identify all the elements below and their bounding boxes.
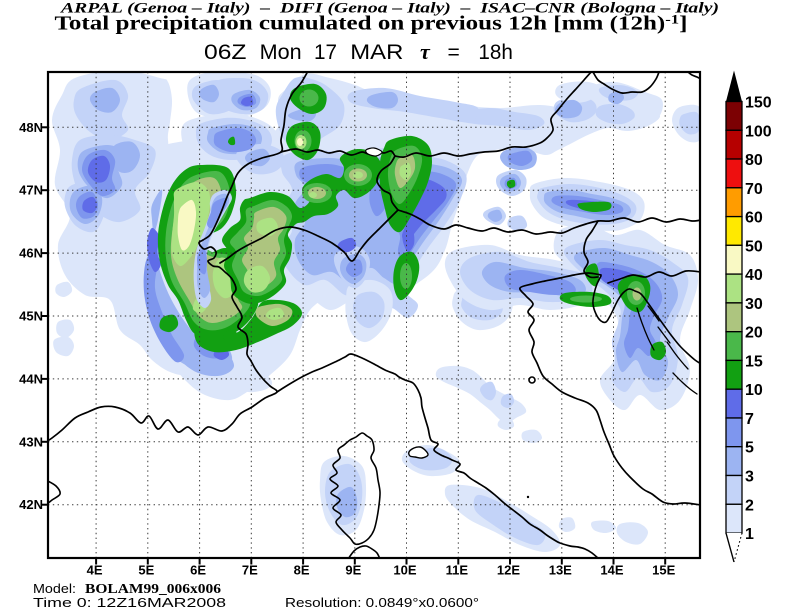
- svg-text:17: 17: [314, 41, 337, 64]
- svg-text:5: 5: [745, 440, 754, 457]
- svg-text:48N: 48N: [19, 120, 43, 135]
- svg-text:46N: 46N: [19, 246, 43, 261]
- svg-text:60: 60: [745, 210, 763, 227]
- svg-text:τ: τ: [420, 39, 431, 64]
- svg-text:14E: 14E: [600, 563, 623, 578]
- svg-text:100: 100: [745, 123, 772, 140]
- svg-text:Mon: Mon: [260, 41, 302, 64]
- svg-text:30: 30: [745, 296, 763, 313]
- svg-text:20: 20: [745, 325, 763, 342]
- svg-text:9E: 9E: [345, 563, 361, 578]
- svg-text:8E: 8E: [294, 563, 310, 578]
- svg-text:3: 3: [745, 469, 754, 486]
- svg-text:7E: 7E: [242, 563, 258, 578]
- svg-text:2: 2: [745, 497, 754, 514]
- svg-text:15: 15: [745, 353, 763, 370]
- svg-text:7: 7: [745, 411, 754, 428]
- svg-text:15E: 15E: [652, 563, 675, 578]
- svg-text:50: 50: [745, 238, 763, 255]
- svg-text:Total precipitation cumulated: Total precipitation cumulated on previou…: [55, 12, 688, 35]
- svg-text:Model:: Model:: [33, 581, 76, 596]
- svg-text:45N: 45N: [19, 309, 43, 324]
- svg-text:150: 150: [745, 95, 772, 112]
- svg-text:4E: 4E: [87, 563, 103, 578]
- svg-text:44N: 44N: [19, 371, 43, 386]
- svg-text:43N: 43N: [19, 434, 43, 449]
- svg-text:Time 0: 12Z16MAR2008: Time 0: 12Z16MAR2008: [33, 595, 226, 610]
- svg-text:1: 1: [745, 526, 754, 543]
- svg-text:06Z: 06Z: [204, 41, 247, 64]
- svg-text:MAR: MAR: [350, 41, 403, 64]
- svg-text:BOLAM99_006x006: BOLAM99_006x006: [85, 581, 221, 596]
- svg-text:11E: 11E: [446, 563, 469, 578]
- svg-text:5E: 5E: [138, 563, 154, 578]
- svg-text:42N: 42N: [19, 497, 43, 512]
- svg-text:80: 80: [745, 152, 763, 169]
- svg-text:18h: 18h: [478, 41, 513, 64]
- svg-text:=: =: [448, 41, 460, 64]
- svg-text:10E: 10E: [393, 563, 416, 578]
- svg-text:13E: 13E: [549, 563, 572, 578]
- svg-text:70: 70: [745, 181, 763, 198]
- svg-text:10: 10: [745, 382, 763, 399]
- svg-text:47N: 47N: [19, 183, 43, 198]
- svg-text:6E: 6E: [190, 563, 206, 578]
- svg-text:Resolution: 0.0849°x0.0600°: Resolution: 0.0849°x0.0600°: [285, 595, 479, 610]
- svg-text:12E: 12E: [497, 563, 520, 578]
- svg-text:40: 40: [745, 267, 763, 284]
- svg-text:ARPAL (Genoa – Italy) – DIFI: ARPAL (Genoa – Italy) – DIFI (Genoa – It…: [60, 1, 719, 17]
